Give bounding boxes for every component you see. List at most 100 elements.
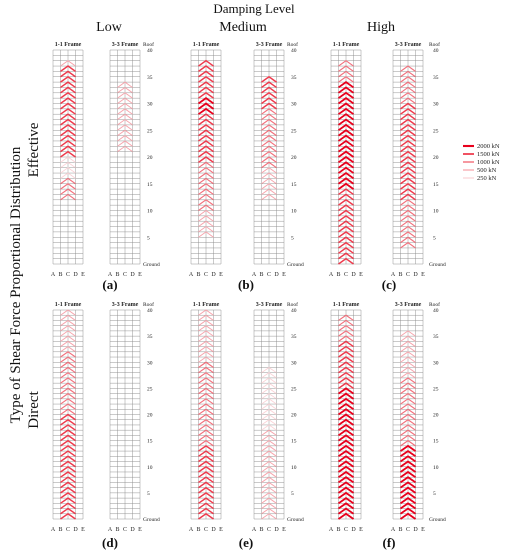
column-label-d: D	[211, 272, 216, 278]
brace-story-5	[399, 491, 417, 499]
roof-label: Roof	[143, 41, 154, 48]
brace-story-9	[399, 470, 417, 478]
brace-story-12	[60, 455, 76, 463]
brace-story-24	[117, 135, 133, 142]
brace-story-31	[197, 97, 215, 105]
column-label-b: B	[115, 272, 119, 278]
roof-label: Roof	[429, 41, 440, 48]
roof-label: Roof	[287, 41, 298, 48]
story-tick-25: 25	[433, 128, 439, 134]
story-tick-20: 20	[147, 155, 153, 161]
brace-story-33	[117, 86, 133, 94]
story-tick-10: 10	[291, 465, 297, 471]
frame-c-1-1: 1-1 Frame A B C D E	[329, 42, 363, 278]
brace-story-38	[60, 319, 76, 327]
brace-story-23	[117, 140, 133, 147]
brace-story-11	[399, 460, 417, 468]
brace-story-12	[338, 198, 354, 206]
brace-story-3	[198, 502, 214, 510]
frame-label: 1-1 Frame	[55, 302, 82, 308]
brace-story-22	[261, 145, 277, 153]
legend-label-1000: 1000 kN	[477, 159, 500, 166]
brace-story-34	[400, 340, 416, 347]
brace-story-9	[261, 471, 277, 478]
brace-story-26	[198, 382, 214, 389]
column-label-d: D	[130, 272, 135, 278]
brace-story-30	[400, 361, 416, 368]
story-tick-30: 30	[291, 360, 297, 366]
frame-label: 3-3 Frame	[112, 302, 139, 308]
column-label-b: B	[58, 527, 62, 533]
brace-story-28	[261, 372, 277, 379]
ground-label: Ground	[429, 262, 446, 268]
brace-story-13	[400, 193, 416, 201]
brace-story-27	[261, 377, 277, 384]
story-tick-30: 30	[291, 102, 297, 108]
panel-letter-b: (b)	[238, 277, 254, 292]
story-tick-20: 20	[291, 155, 297, 161]
brace-story-23	[60, 140, 76, 147]
brace-story-3	[337, 502, 355, 510]
brace-story-29	[261, 366, 277, 374]
brace-story-15	[400, 439, 416, 447]
column-label-c: C	[406, 272, 410, 278]
row-label-effective: Effective	[26, 122, 42, 177]
brace-story-28	[261, 113, 277, 121]
brace-story-25	[198, 387, 214, 395]
brace-story-20	[337, 155, 355, 164]
brace-story-9	[400, 215, 416, 222]
brace-story-4	[399, 497, 417, 505]
row-label-direct: Direct	[26, 390, 42, 428]
brace-story-20	[337, 413, 355, 421]
column-label-b: B	[196, 527, 200, 533]
brace-story-30	[400, 102, 416, 110]
brace-story-20	[198, 413, 214, 421]
brace-story-32	[400, 351, 416, 358]
brace-story-29	[197, 107, 215, 115]
brace-story-8	[399, 476, 417, 484]
story-tick-15: 15	[147, 182, 153, 188]
frame-b-3-3: 3-3 Frame A B C D E	[252, 42, 286, 278]
brace-story-15	[337, 182, 355, 190]
brace-story-4	[337, 497, 355, 505]
brace-story-29	[400, 107, 416, 115]
brace-story-17	[60, 429, 76, 436]
brace-story-15	[198, 439, 214, 447]
brace-story-27	[60, 118, 76, 126]
brace-story-39	[338, 314, 354, 321]
brace-story-40	[198, 309, 214, 316]
column-label-e: E	[282, 527, 286, 533]
brace-story-28	[117, 113, 133, 120]
brace-story-1	[60, 512, 76, 520]
brace-story-27	[117, 118, 133, 126]
brace-story-2	[198, 507, 214, 515]
brace-story-29	[261, 108, 277, 115]
brace-story-20	[261, 413, 277, 421]
brace-story-36	[60, 70, 76, 78]
column-label-e: E	[219, 527, 223, 533]
brace-story-16	[60, 434, 76, 442]
frame-label: 3-3 Frame	[395, 42, 422, 48]
brace-story-14	[400, 188, 416, 196]
column-label-a: A	[252, 272, 257, 278]
brace-story-22	[198, 145, 214, 153]
brace-story-19	[400, 419, 416, 426]
brace-story-32	[117, 92, 133, 99]
brace-story-33	[337, 86, 355, 94]
brace-story-33	[198, 345, 214, 353]
brace-story-22	[400, 403, 416, 410]
story-tick-10: 10	[433, 465, 439, 471]
brace-story-39	[60, 314, 76, 321]
brace-story-13	[60, 193, 76, 201]
brace-story-17	[337, 429, 355, 437]
brace-story-23	[261, 398, 277, 405]
frame-label: 1-1 Frame	[333, 42, 360, 48]
brace-story-9	[338, 214, 354, 222]
brace-story-6	[198, 486, 214, 494]
brace-story-37	[60, 65, 76, 72]
brace-story-22	[60, 403, 76, 410]
brace-story-8	[261, 476, 277, 483]
brace-story-7	[198, 225, 214, 233]
column-label-c: C	[123, 527, 127, 533]
